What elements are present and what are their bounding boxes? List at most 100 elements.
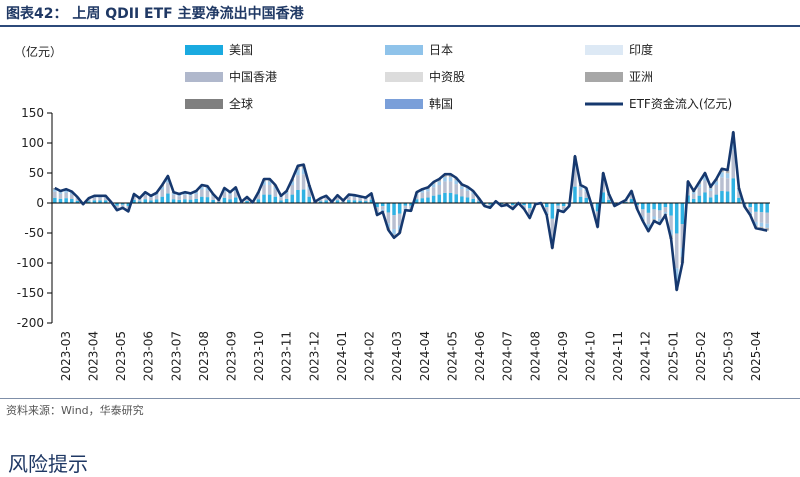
flow-bar-segment	[641, 209, 645, 217]
flow-bar-segment	[641, 203, 645, 210]
x-tick-label: 2024-02	[363, 331, 377, 381]
flow-bar-segment	[759, 222, 764, 227]
flow-bar-segment	[595, 203, 600, 212]
flow-bar-segment	[301, 189, 306, 203]
flow-bar-segment	[409, 203, 413, 206]
flow-bar-segment	[725, 170, 730, 174]
flow-bar-segment	[256, 199, 261, 203]
flow-bar-segment	[301, 174, 306, 190]
flow-bar-segment	[324, 200, 328, 203]
flow-bar-segment	[200, 196, 204, 203]
flow-bar-segment	[691, 194, 696, 199]
flow-bar-segment	[426, 188, 430, 192]
flow-bar-segment	[680, 224, 685, 248]
flow-bar-segment	[53, 191, 57, 198]
flow-bar-segment	[262, 194, 266, 203]
flow-bar-segment	[527, 208, 532, 215]
flow-bar-segment	[369, 199, 374, 203]
flow-bar-segment	[217, 200, 221, 202]
flow-bar-segment	[556, 205, 560, 209]
flow-bar-segment	[324, 197, 328, 201]
flow-bar-segment	[635, 203, 639, 206]
flow-bar-segment	[188, 194, 193, 196]
flow-bar-segment	[284, 194, 289, 199]
flow-bar-segment	[143, 199, 148, 203]
flow-bar-segment	[86, 199, 91, 202]
flow-bar-segment	[578, 186, 583, 190]
flow-bar-segment	[703, 192, 707, 203]
flow-bar-segment	[437, 185, 442, 195]
y-tick-label: -150	[17, 286, 44, 300]
flow-bar-segment	[166, 178, 170, 183]
flow-bar-segment	[318, 201, 323, 203]
flow-bar-segment	[680, 203, 685, 224]
x-tick-label: 2023-04	[86, 331, 100, 381]
flow-bar-segment	[658, 210, 662, 219]
legend-swatch	[585, 72, 623, 82]
y-tick-label: 150	[21, 106, 44, 120]
legend-label: 印度	[629, 42, 653, 57]
flow-bar-segment	[58, 198, 63, 203]
flow-bar-segment	[658, 203, 662, 211]
chart-canvas: （亿元） -200 -150 -100 -50 0 50 100 150 2023-03 2023-…	[14, 42, 770, 381]
flow-bar-segment	[205, 187, 210, 191]
flow-bar-segment	[561, 206, 566, 210]
flow-bar-segment	[629, 194, 634, 199]
flow-bar-segment	[511, 203, 515, 206]
flow-bar-segment	[233, 197, 238, 203]
flow-bar-segment	[267, 185, 272, 195]
flow-bar-segment	[403, 203, 408, 206]
flow-bar-segment	[601, 180, 605, 193]
flow-bar-segment	[697, 195, 702, 203]
x-tick-label: 2024-09	[556, 331, 570, 381]
x-tick-label: 2024-12	[639, 331, 653, 381]
x-tick-label: 2023-06	[142, 331, 156, 381]
flow-bar-segment	[380, 203, 385, 207]
flow-bar-segment	[392, 215, 396, 230]
flow-bar-segment	[578, 196, 583, 203]
flow-bar-segment	[754, 203, 758, 212]
legend-label: 全球	[229, 96, 253, 111]
flow-bar-segment	[765, 227, 769, 231]
flow-bar-segment	[364, 198, 368, 202]
flow-bar-segment	[477, 201, 481, 203]
flow-bar-segment	[143, 194, 148, 200]
y-tick-label: 50	[29, 166, 44, 180]
flow-bar-segment	[284, 198, 289, 203]
risk-heading: 风险提示	[8, 452, 88, 476]
legend-swatch	[385, 99, 423, 109]
x-tick-label: 2023-03	[59, 331, 73, 381]
legend-swatch	[585, 45, 623, 55]
y-tick-label: 0	[36, 196, 44, 210]
flow-bar-segment	[64, 198, 68, 203]
legend-label: ETF资金流入(亿元)	[629, 96, 732, 111]
flow-bar-segment	[222, 197, 227, 203]
flow-bar-segment	[550, 218, 555, 237]
flow-bar-segment	[273, 189, 278, 197]
flow-bar-segment	[132, 199, 136, 203]
flow-bar-segment	[544, 207, 549, 212]
flow-bar-segment	[166, 182, 170, 194]
flow-bar-segment	[279, 200, 283, 203]
flow-bar-segment	[160, 196, 164, 203]
flow-bar-segment	[737, 191, 741, 198]
flow-bar-segment	[731, 178, 736, 203]
x-tick-label: 2024-03	[390, 331, 404, 381]
flow-bar-segment	[115, 203, 119, 206]
flow-bar-segment	[397, 213, 402, 226]
x-tick-label: 2024-07	[501, 331, 515, 381]
flow-bar-segment	[318, 199, 323, 202]
flow-bar-segment	[720, 191, 724, 203]
flow-bar-segment	[115, 205, 119, 209]
flow-bar-segment	[499, 203, 504, 205]
flow-bar-segment	[561, 203, 566, 207]
flow-bar-segment	[448, 177, 453, 182]
x-tick-label: 2023-12	[307, 331, 321, 381]
flow-bar-segment	[601, 192, 605, 203]
flow-bar-segment	[488, 204, 492, 207]
x-tick-label: 2023-07	[169, 331, 183, 381]
flow-bar-segment	[245, 198, 249, 201]
flow-bar-segment	[137, 201, 142, 203]
legend-label: 中资股	[429, 69, 465, 84]
flow-bar-segment	[511, 205, 515, 208]
